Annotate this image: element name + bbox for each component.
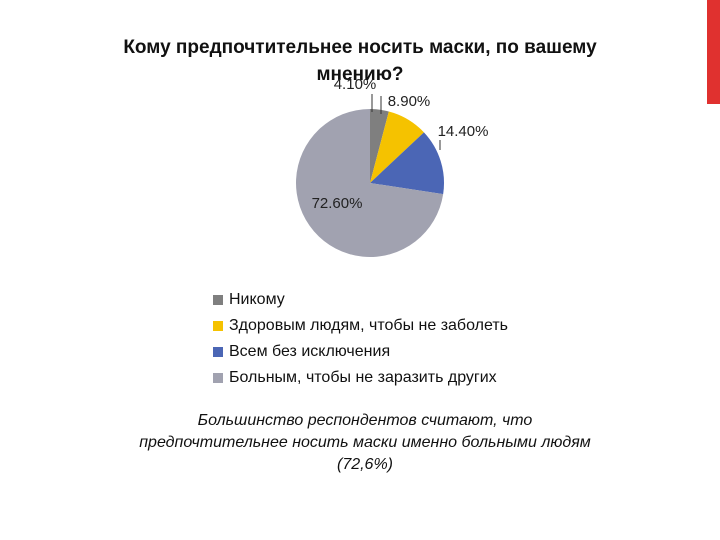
accent-side-bar [707,0,720,104]
legend-swatch [213,295,223,305]
legend-swatch [213,321,223,331]
data-label: 72.60% [312,195,363,212]
data-label: 4.10% [334,76,377,93]
legend-swatch [213,347,223,357]
legend-item: Здоровым людям, чтобы не заболеть [213,313,508,339]
data-label: 8.90% [388,93,431,110]
pie-slice [370,132,445,195]
pie-slice [296,109,444,257]
pie-slice [370,109,389,183]
legend-swatch [213,373,223,383]
legend-label: Всем без исключения [229,343,391,360]
legend-item: Всем без исключения [213,339,508,365]
chart-title: Кому предпочтительнее носить маски, по в… [123,37,597,85]
pie-slice [370,111,424,183]
data-label: 14.40% [438,123,489,140]
slide-caption: Большинство респондентов считают, что пр… [139,412,591,473]
legend-item: Никому [213,287,508,313]
chart-legend: Никому Здоровым людям, чтобы не заболеть В… [213,287,508,391]
legend-label: Больным, чтобы не заразить других [229,369,497,386]
pie-chart: 4.10% 8.90% 14.40% 72.60% [296,76,489,257]
legend-label: Здоровым людям, чтобы не заболеть [229,317,508,334]
legend-label: Никому [229,291,285,308]
legend-item: Больным, чтобы не заразить других [213,365,508,391]
